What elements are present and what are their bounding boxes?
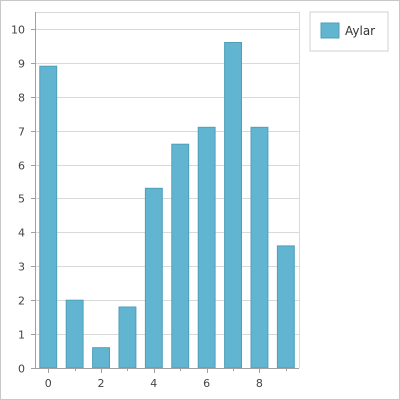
bars bbox=[39, 42, 295, 369]
legend-label-series-0: Aylar bbox=[345, 24, 375, 38]
x-tick-label: 4 bbox=[150, 377, 157, 390]
y-tick-label: 1 bbox=[18, 329, 25, 342]
x-axis: 0 2 4 6 8 bbox=[35, 368, 299, 390]
y-tick-label: 0 bbox=[18, 363, 25, 376]
x-tick-label: 8 bbox=[256, 377, 263, 390]
y-tick-label: 10 bbox=[11, 24, 25, 37]
y-axis: 0 1 2 3 4 5 6 7 8 9 10 bbox=[11, 12, 36, 376]
bar bbox=[197, 126, 216, 369]
bar bbox=[118, 306, 137, 369]
bar bbox=[92, 347, 110, 369]
bar bbox=[276, 245, 295, 369]
bar bbox=[39, 65, 58, 369]
bar bbox=[65, 299, 84, 369]
y-tick-label: 2 bbox=[18, 295, 25, 308]
y-tick-label: 4 bbox=[18, 227, 25, 240]
x-tick-label: 2 bbox=[98, 377, 105, 390]
bar bbox=[250, 126, 269, 369]
y-tick-label: 3 bbox=[18, 261, 25, 274]
y-tick-label: 9 bbox=[18, 58, 25, 71]
y-tick-label: 5 bbox=[18, 193, 25, 206]
x-tick-label: 6 bbox=[203, 377, 210, 390]
y-tick-label: 8 bbox=[18, 92, 25, 105]
bar bbox=[171, 143, 190, 369]
bar bbox=[224, 42, 243, 369]
x-tick-label: 0 bbox=[45, 377, 52, 390]
y-tick-label: 6 bbox=[18, 160, 25, 173]
bar bbox=[144, 187, 163, 369]
legend-swatch bbox=[320, 22, 340, 39]
y-tick-label: 7 bbox=[18, 126, 25, 139]
legend: Aylar bbox=[309, 11, 389, 52]
